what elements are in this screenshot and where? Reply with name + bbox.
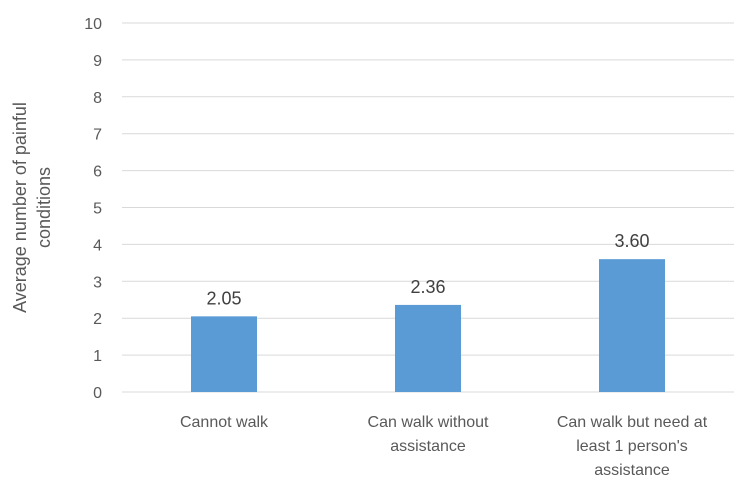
x-category-label-line: assistance [390,438,466,455]
data-label: 2.05 [206,288,241,308]
x-category-label: Cannot walk [180,414,269,431]
y-axis-ticks: 0 1 2 3 4 5 6 7 8 9 10 [84,16,102,402]
x-category-label-line: Cannot walk [180,414,269,431]
y-tick-label: 9 [93,53,102,70]
y-axis-title-line: conditions [34,167,54,248]
y-tick-label: 8 [93,90,102,107]
y-axis-title: Average number of painful conditions [10,102,54,313]
bars [191,259,665,392]
x-category-label-line: Can walk without [368,414,490,431]
y-tick-label: 10 [84,16,102,33]
data-label: 2.36 [410,277,445,297]
x-category-label-line: assistance [594,462,670,479]
x-axis-categories: Cannot walk Can walk without assistanceCan… [180,414,708,479]
x-category-label: Can walk but need at least 1 person's assi… [557,414,708,479]
data-label: 3.60 [614,231,649,251]
y-axis-title-line: Average number of painful [10,102,30,313]
y-tick-label: 6 [93,164,102,181]
bar [599,259,665,392]
y-axis-title: Average number of painful conditions [10,102,54,313]
x-category-label: Can walk without assistance [368,414,490,455]
x-category-label-line: Can walk but need at [557,414,708,431]
y-tick-label: 7 [93,127,102,144]
bar [191,316,257,392]
y-tick-label: 4 [93,237,102,254]
x-category-label-line: least 1 person's [576,438,688,455]
y-tick-label: 0 [93,385,102,402]
bar [395,304,461,392]
data-labels: 2.05 2.36 3.60 [206,231,649,308]
y-tick-label: 3 [93,274,102,291]
y-tick-label: 5 [93,201,102,218]
y-tick-label: 2 [93,311,102,328]
y-tick-label: 1 [93,348,102,365]
